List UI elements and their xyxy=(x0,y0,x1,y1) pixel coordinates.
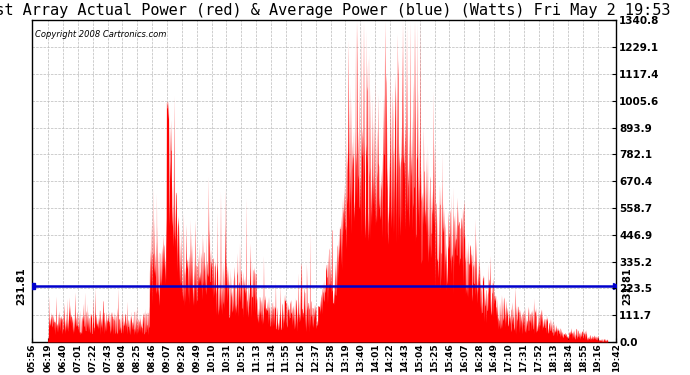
Text: 231.81: 231.81 xyxy=(16,267,26,305)
Title: East Array Actual Power (red) & Average Power (blue) (Watts) Fri May 2 19:53: East Array Actual Power (red) & Average … xyxy=(0,3,671,18)
Text: Copyright 2008 Cartronics.com: Copyright 2008 Cartronics.com xyxy=(35,30,166,39)
Text: 231.81: 231.81 xyxy=(622,267,632,305)
